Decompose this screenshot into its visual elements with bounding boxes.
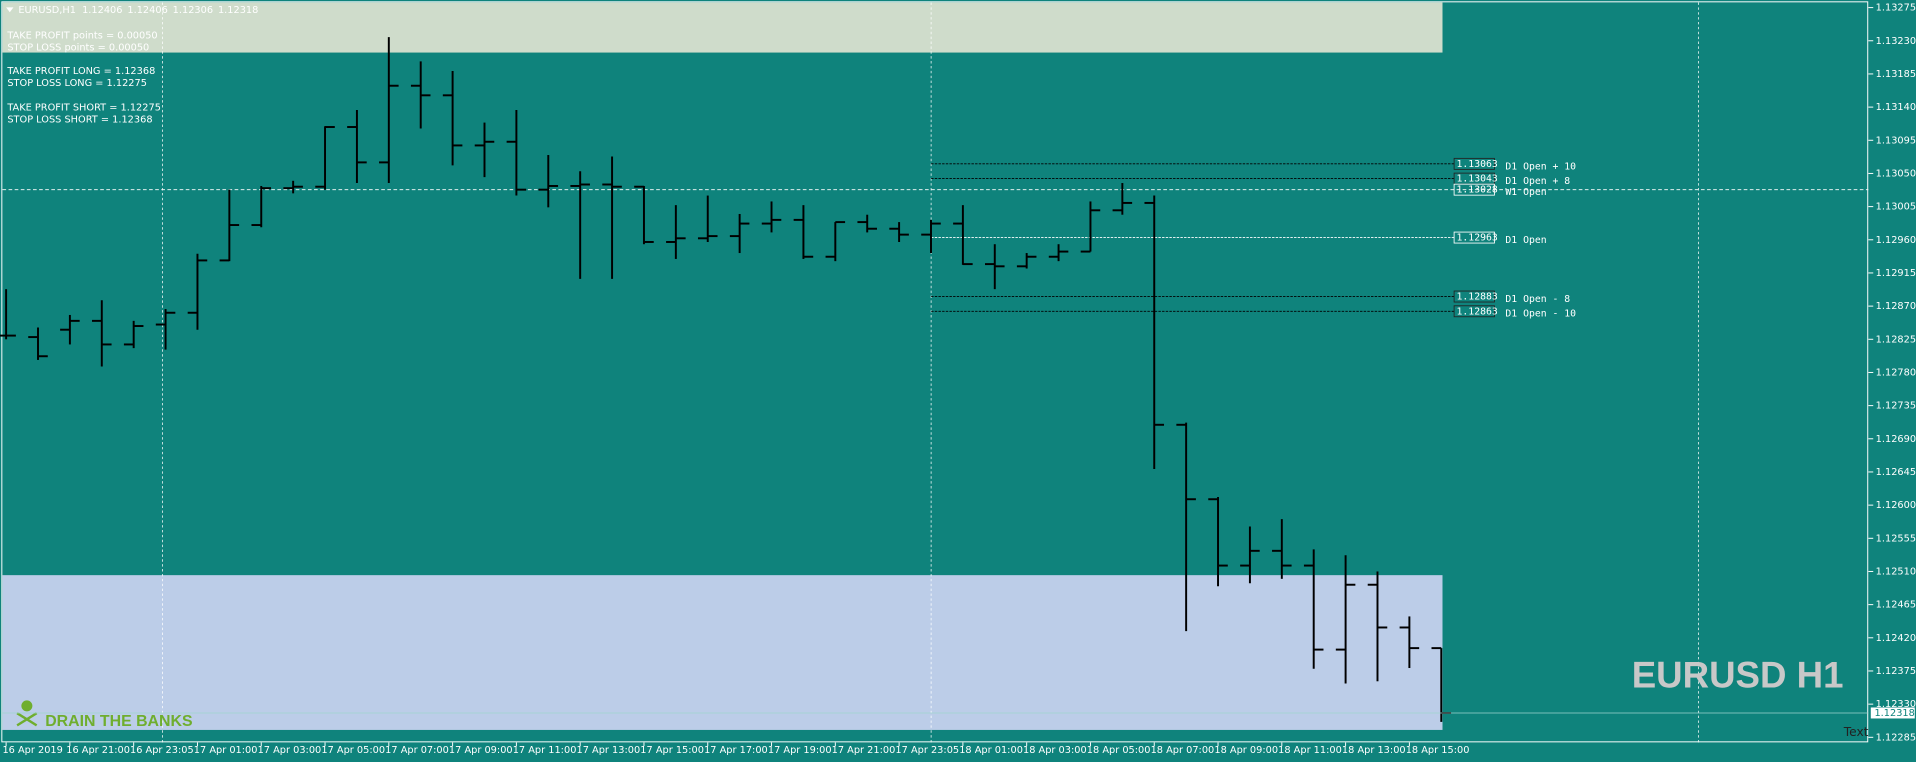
x-tick-label: 16 Apr 21:00 (66, 745, 130, 756)
x-tick-label: 17 Apr 13:00 (577, 745, 641, 756)
y-tick-label: 1.12465 (1876, 600, 1916, 611)
y-tick-label: 1.12870 (1876, 301, 1916, 312)
x-tick-label: 18 Apr 09:00 (1214, 745, 1278, 756)
level-value: 1.12883 (1457, 292, 1498, 303)
zones (2, 2, 1443, 730)
x-tick-label: 18 Apr 05:00 (1087, 745, 1151, 756)
annotation: STOP LOSS points = 0.00050 (7, 43, 149, 54)
zone (2, 575, 1443, 730)
level-name: D1 Open - 10 (1505, 309, 1576, 320)
level-box (1453, 305, 1495, 318)
y-tick-label: 1.12915 (1876, 268, 1916, 279)
x-tick-label: 17 Apr 07:00 (385, 745, 449, 756)
x-tick-label: 18 Apr 03:00 (1023, 745, 1087, 756)
x-tick-label: 17 Apr 15:00 (640, 745, 704, 756)
level-box (1453, 290, 1495, 303)
price-box (1870, 707, 1915, 719)
x-tick-label: 17 Apr 19:00 (768, 745, 832, 756)
level-name: W1 Open (1505, 187, 1546, 198)
x-tick-label: 16 Apr 23:05 (130, 745, 194, 756)
x-tick-label: 18 Apr 13:00 (1342, 745, 1406, 756)
y-tick-label: 1.13185 (1876, 69, 1916, 80)
level-box (1453, 231, 1495, 244)
x-tick-label: 18 Apr 01:00 (959, 745, 1023, 756)
x-tick-label: 18 Apr 11:00 (1278, 745, 1342, 756)
level-value: 1.12963 (1457, 233, 1498, 244)
y-tick-label: 1.12780 (1876, 367, 1916, 378)
level-name: D1 Open (1505, 235, 1546, 246)
y-tick-label: 1.12555 (1876, 533, 1916, 544)
logo-icon (16, 700, 38, 727)
annotation: TAKE PROFIT LONG = 1.12368 (6, 66, 155, 77)
y-tick-label: 1.12375 (1876, 666, 1916, 677)
y-tick-label: 1.12645 (1876, 467, 1916, 478)
y-tick-label: 1.13230 (1876, 36, 1916, 47)
y-tick-label: 1.12735 (1876, 401, 1916, 412)
x-tick-label: 17 Apr 17:00 (704, 745, 768, 756)
y-tick-label: 1.12690 (1876, 434, 1916, 445)
x-tick-label: 17 Apr 05:00 (321, 745, 385, 756)
level-name: D1 Open + 10 (1505, 161, 1576, 172)
y-tick-label: 1.12825 (1876, 334, 1916, 345)
zone (2, 2, 1443, 53)
y-tick-label: 1.12420 (1876, 633, 1916, 644)
corner-text: Text (1843, 725, 1869, 739)
level-name: D1 Open - 8 (1505, 294, 1570, 305)
header: EURUSD,H1 1.12406 1.12406 1.12306 1.12318 (18, 5, 258, 16)
watermark: EURUSD H1 (1632, 654, 1844, 695)
level-value: 1.13063 (1457, 159, 1498, 170)
annotation: TAKE PROFIT points = 0.00050 (6, 30, 157, 41)
y-tick-label: 1.12330 (1876, 699, 1916, 710)
x-tick-label: 18 Apr 15:00 (1406, 745, 1470, 756)
x-tick-label: 16 Apr 2019 (2, 745, 62, 756)
y-tick-label: 1.13050 (1876, 168, 1916, 179)
x-tick-label: 18 Apr 07:00 (1151, 745, 1215, 756)
price-label: 1.12318 (1874, 708, 1914, 719)
x-tick-label: 17 Apr 03:00 (258, 745, 322, 756)
level-name: D1 Open + 8 (1505, 176, 1570, 187)
y-tick-label: 1.12510 (1876, 566, 1916, 577)
x-tick-label: 17 Apr 09:00 (449, 745, 513, 756)
y-tick-label: 1.12285 (1876, 732, 1916, 743)
y-tick-label: 1.13275 (1876, 3, 1916, 14)
x-tick-label: 17 Apr 21:00 (832, 745, 896, 756)
y-tick-label: 1.12600 (1876, 500, 1916, 511)
annotation: STOP LOSS LONG = 1.12275 (7, 78, 147, 89)
level-box (1453, 183, 1495, 196)
x-tick-label: 17 Apr 11:00 (513, 745, 577, 756)
y-tick-label: 1.13095 (1876, 135, 1916, 146)
level-box (1453, 157, 1495, 170)
y-tick-label: 1.13140 (1876, 102, 1916, 113)
plot-frame (1, 1, 1869, 743)
y-tick-label: 1.12960 (1876, 235, 1916, 246)
annotation: STOP LOSS SHORT = 1.12368 (7, 115, 152, 126)
logo: DRAIN THE BANKS (45, 713, 192, 730)
level-value: 1.13028 (1457, 185, 1498, 196)
y-tick-label: 1.13005 (1876, 202, 1916, 213)
level-value: 1.12863 (1457, 306, 1498, 317)
menu-arrow (6, 7, 14, 13)
x-tick-label: 17 Apr 01:00 (194, 745, 258, 756)
x-tick-label: 17 Apr 23:05 (895, 745, 959, 756)
annotation: TAKE PROFIT SHORT = 1.12275 (6, 102, 161, 113)
level-value: 1.13043 (1457, 174, 1498, 185)
